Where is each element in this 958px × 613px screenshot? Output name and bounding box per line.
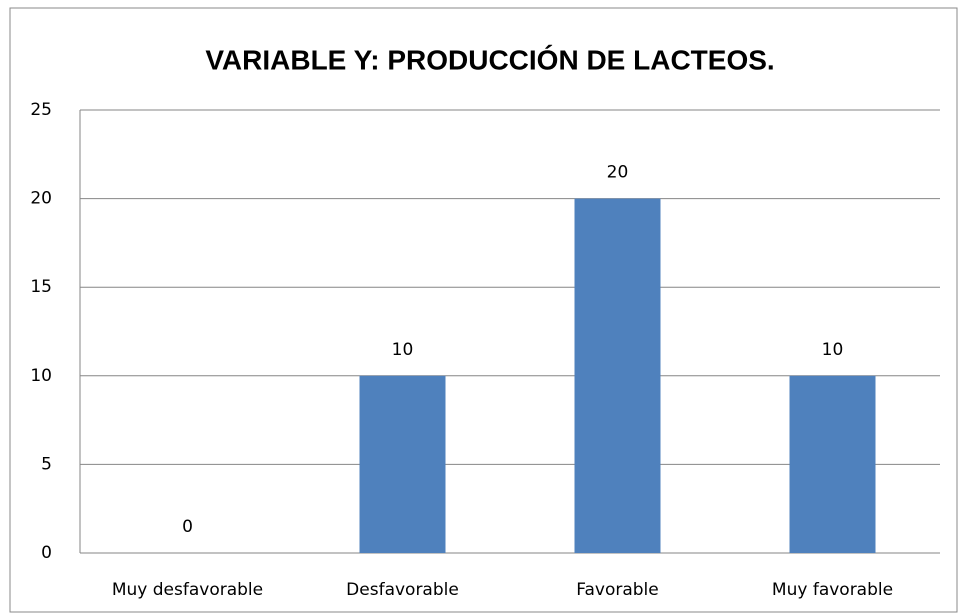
data-label: 10 xyxy=(392,340,414,360)
bar xyxy=(789,375,876,553)
y-tick-label: 10 xyxy=(30,366,52,386)
data-label: 10 xyxy=(822,340,844,360)
data-label: 20 xyxy=(607,163,629,183)
y-tick-label: 20 xyxy=(30,189,52,209)
y-tick-label: 25 xyxy=(30,100,52,120)
bar xyxy=(574,198,661,553)
bar xyxy=(359,375,446,553)
y-tick-label: 5 xyxy=(41,454,52,474)
y-tick-label: 15 xyxy=(30,277,52,297)
x-tick-label: Desfavorable xyxy=(346,580,459,600)
x-tick-label: Muy favorable xyxy=(772,580,893,600)
x-tick-label: Favorable xyxy=(576,580,658,600)
y-tick-label: 0 xyxy=(41,543,52,563)
data-label: 0 xyxy=(182,517,193,537)
x-tick-label: Muy desfavorable xyxy=(112,580,263,600)
chart-title: VARIABLE Y: PRODUCCIÓN DE LACTEOS. xyxy=(205,44,774,75)
